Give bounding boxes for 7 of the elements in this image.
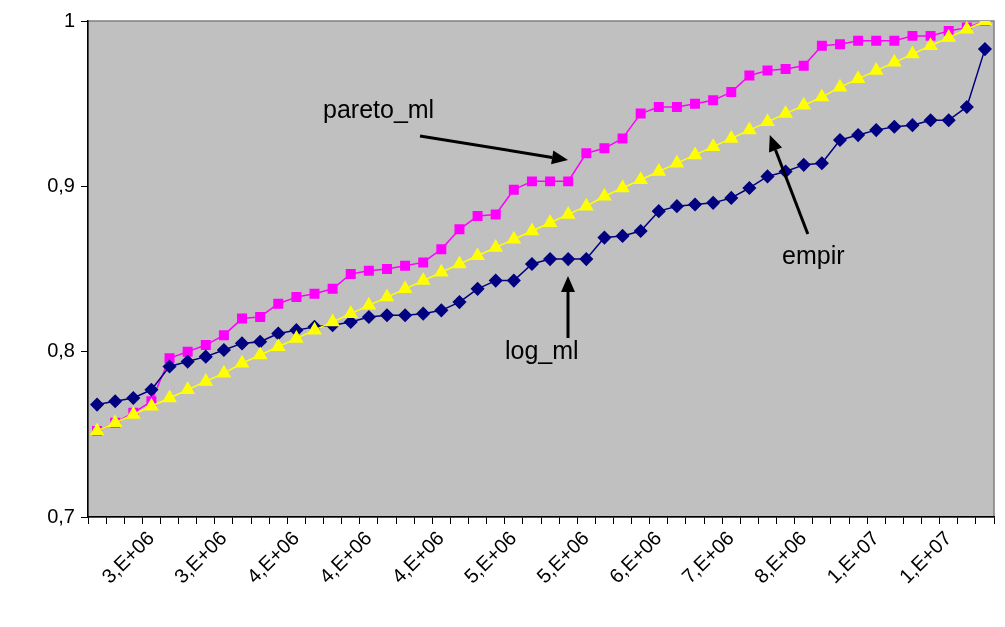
y-tick-label: 1 <box>63 8 75 31</box>
y-tick-label: 0,9 <box>47 173 75 196</box>
annotation: pareto_ml <box>323 95 435 124</box>
y-tick-label: 0,8 <box>47 339 75 362</box>
annotation: log_ml <box>505 336 579 365</box>
y-tick-label: 0,7 <box>47 504 75 527</box>
annotation: empir <box>782 241 845 270</box>
